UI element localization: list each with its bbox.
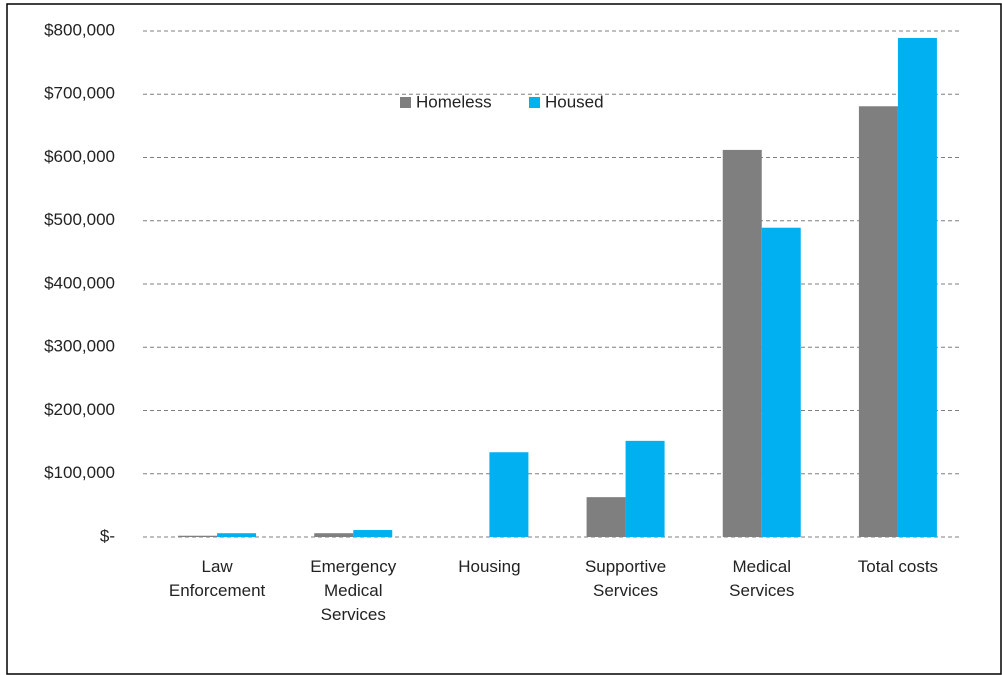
legend-label: Housed bbox=[545, 92, 604, 111]
y-tick-label: $600,000 bbox=[44, 147, 115, 166]
y-tick-label: $800,000 bbox=[44, 20, 115, 39]
bar bbox=[586, 497, 626, 537]
x-tick-label: Emergency Medical Services bbox=[310, 557, 397, 624]
bar bbox=[314, 533, 354, 537]
bar bbox=[761, 227, 801, 537]
x-tick-label: Total costs bbox=[857, 557, 939, 576]
y-tick-label: $200,000 bbox=[44, 400, 115, 419]
y-tick-label: $700,000 bbox=[44, 84, 115, 103]
bar bbox=[178, 535, 218, 537]
legend-label: Homeless bbox=[416, 92, 492, 111]
x-tick-label: Housing bbox=[458, 557, 521, 576]
y-tick-label: $500,000 bbox=[44, 210, 115, 229]
bar bbox=[722, 149, 762, 537]
legend-swatch bbox=[529, 97, 540, 108]
y-tick-label: $400,000 bbox=[44, 273, 115, 292]
x-tick-label: Law Enforcement bbox=[168, 557, 266, 600]
bar bbox=[489, 452, 529, 537]
legend-swatch bbox=[400, 97, 411, 108]
y-tick-label: $300,000 bbox=[44, 337, 115, 356]
y-tick-label: $100,000 bbox=[44, 463, 115, 482]
bar bbox=[625, 440, 665, 537]
bar bbox=[897, 37, 937, 538]
x-tick-label: Supportive Services bbox=[584, 557, 667, 600]
bar bbox=[353, 530, 393, 537]
y-tick-label: $- bbox=[100, 526, 115, 545]
x-tick-label: Medical Services bbox=[729, 557, 795, 600]
chart-border bbox=[6, 3, 1002, 675]
bar bbox=[217, 533, 257, 537]
bar bbox=[858, 106, 898, 537]
